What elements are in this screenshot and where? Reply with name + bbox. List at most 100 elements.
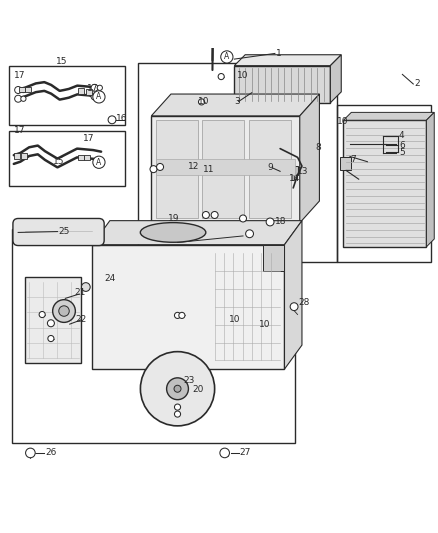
Text: 7: 7 (350, 155, 356, 164)
Bar (340, 157, 351, 171)
Circle shape (91, 84, 98, 91)
Circle shape (221, 51, 233, 63)
Polygon shape (330, 55, 341, 103)
Circle shape (202, 212, 209, 219)
Circle shape (39, 311, 45, 318)
Bar (155, 120, 198, 219)
Bar (287, 166, 297, 175)
Bar (337, 105, 431, 262)
Text: 10: 10 (237, 71, 248, 80)
Text: 8: 8 (315, 143, 321, 152)
Text: 17: 17 (14, 126, 25, 135)
Bar (249, 120, 291, 219)
Text: 21: 21 (74, 288, 85, 297)
Circle shape (174, 404, 180, 410)
Polygon shape (285, 221, 302, 369)
Text: 14: 14 (289, 174, 300, 183)
Text: A: A (96, 92, 102, 101)
Bar (25, 87, 31, 92)
Circle shape (174, 385, 181, 392)
Circle shape (97, 85, 102, 91)
Bar (202, 120, 244, 219)
Bar (263, 245, 285, 271)
Circle shape (93, 156, 105, 168)
Circle shape (141, 352, 215, 426)
Bar (138, 63, 337, 262)
Circle shape (91, 93, 98, 100)
Polygon shape (426, 112, 434, 247)
Circle shape (166, 378, 188, 400)
Bar (287, 175, 293, 180)
Circle shape (21, 87, 26, 93)
Circle shape (174, 411, 180, 417)
Text: 10: 10 (337, 117, 348, 126)
Circle shape (14, 95, 21, 102)
Circle shape (220, 448, 230, 458)
Circle shape (53, 300, 75, 322)
Text: 2: 2 (414, 79, 420, 88)
Text: 26: 26 (45, 448, 57, 457)
Text: 24: 24 (105, 274, 116, 283)
Text: A: A (96, 158, 102, 167)
Bar (234, 66, 330, 103)
Bar (151, 116, 300, 223)
FancyBboxPatch shape (13, 219, 104, 246)
Ellipse shape (140, 223, 206, 243)
Bar (155, 159, 295, 175)
Text: 17: 17 (87, 84, 98, 93)
Circle shape (179, 312, 185, 318)
Bar (78, 88, 84, 94)
Circle shape (108, 116, 116, 124)
Polygon shape (92, 245, 285, 369)
Bar (10, 66, 125, 125)
Text: 10: 10 (229, 315, 240, 324)
Bar (86, 89, 92, 95)
Circle shape (81, 282, 90, 292)
Polygon shape (92, 221, 302, 245)
Text: 22: 22 (76, 315, 87, 324)
Circle shape (93, 91, 105, 103)
Text: 17: 17 (83, 134, 94, 143)
Bar (10, 131, 125, 185)
Polygon shape (151, 94, 319, 116)
Text: 3: 3 (234, 97, 240, 106)
Circle shape (174, 312, 180, 318)
Text: 19: 19 (167, 214, 179, 223)
Text: 6: 6 (399, 141, 405, 150)
Text: 12: 12 (187, 161, 199, 171)
Text: 23: 23 (183, 376, 194, 384)
Text: 16: 16 (116, 114, 127, 123)
Text: A: A (224, 52, 230, 61)
Circle shape (246, 230, 254, 238)
Bar (12, 229, 295, 443)
Text: 9: 9 (267, 163, 273, 172)
Text: 10: 10 (259, 320, 271, 329)
Text: 11: 11 (203, 165, 214, 174)
Bar (78, 155, 84, 160)
Text: 28: 28 (298, 298, 310, 307)
Circle shape (211, 212, 218, 219)
Text: 1: 1 (276, 49, 282, 58)
Bar (25, 277, 81, 362)
Circle shape (97, 94, 102, 99)
Circle shape (25, 448, 35, 458)
Circle shape (218, 74, 224, 79)
Bar (21, 153, 27, 159)
Circle shape (48, 335, 54, 342)
Circle shape (240, 215, 247, 222)
Text: 25: 25 (58, 227, 70, 236)
Text: 17: 17 (14, 71, 25, 80)
Circle shape (59, 306, 69, 316)
Circle shape (14, 86, 21, 93)
Circle shape (266, 218, 274, 226)
Circle shape (198, 99, 205, 105)
Bar (84, 155, 90, 160)
Text: 5: 5 (399, 148, 405, 157)
Polygon shape (343, 112, 434, 120)
Text: 15: 15 (56, 57, 67, 66)
Text: 20: 20 (193, 385, 204, 394)
Circle shape (150, 166, 157, 173)
Bar (14, 153, 20, 159)
Polygon shape (300, 94, 319, 223)
Text: 18: 18 (275, 217, 286, 227)
